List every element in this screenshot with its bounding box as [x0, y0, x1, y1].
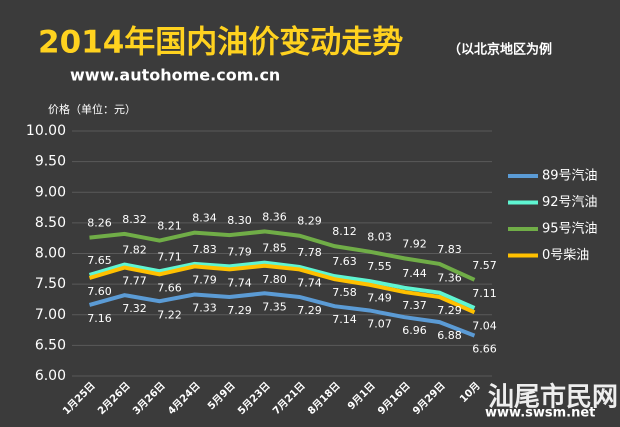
data-label: 7.55 [367, 260, 392, 273]
data-label: 7.85 [262, 242, 287, 255]
line [88, 263, 476, 315]
data-label: 7.29 [227, 304, 252, 317]
data-label: 7.14 [332, 313, 357, 326]
data-label: 7.35 [262, 300, 287, 313]
data-label: 7.80 [262, 273, 287, 286]
data-label: 7.78 [297, 246, 322, 259]
data-label: 7.22 [157, 308, 182, 321]
data-label: 7.92 [402, 237, 427, 250]
data-label: 7.79 [192, 273, 217, 286]
data-label: 8.34 [192, 212, 217, 225]
chart-title: 2014年国内油价变动走势 [38, 25, 403, 61]
data-label: 8.32 [122, 213, 147, 226]
x-tick-label: 5月9日 [205, 380, 237, 412]
data-label: 7.49 [367, 292, 392, 305]
data-label: 7.32 [122, 302, 147, 315]
data-label: 7.60 [87, 285, 112, 298]
y-tick-label: 8.00 [35, 246, 66, 262]
data-label: 8.26 [87, 217, 112, 230]
data-label: 7.77 [122, 275, 147, 288]
data-label: 7.74 [297, 276, 322, 289]
y-tick-label: 6.00 [35, 368, 66, 384]
data-label: 7.44 [402, 267, 427, 280]
data-label: 7.65 [87, 254, 112, 267]
y-tick-label: 9.50 [35, 154, 66, 170]
data-label: 8.29 [297, 215, 322, 228]
legend-label: 92号汽油 [542, 195, 598, 210]
y-tick-label: 6.50 [35, 337, 66, 353]
legend-label: 89号汽油 [542, 169, 598, 184]
data-label: 7.66 [157, 281, 182, 294]
source: www.autohome.com.cn [70, 66, 280, 85]
data-label: 7.16 [87, 312, 112, 325]
y-tick-label: 8.50 [35, 215, 66, 231]
data-label: 8.30 [227, 214, 252, 227]
data-label: 7.74 [227, 276, 252, 289]
data-label: 7.36 [437, 272, 462, 285]
line [88, 260, 476, 310]
data-label: 7.71 [157, 250, 182, 263]
x-tick-label: 10月 [457, 380, 482, 405]
y-tick-label: 7.00 [35, 307, 66, 323]
data-label: 7.83 [437, 243, 462, 256]
x-tick-label: 4月24日 [165, 380, 202, 417]
x-tick-label: 3月26日 [130, 380, 167, 417]
data-label: 7.79 [227, 245, 252, 258]
y-tick-label: 7.50 [35, 276, 66, 292]
data-label: 8.36 [262, 210, 287, 223]
data-label: 7.37 [402, 299, 427, 312]
x-tick-label: 5月23日 [235, 380, 272, 417]
data-label: 7.04 [472, 319, 497, 332]
data-label: 6.66 [472, 343, 497, 356]
watermark: 汕尾市民网 [488, 382, 618, 413]
data-label: 6.88 [437, 329, 462, 342]
legend-label: 0号柴油 [542, 248, 589, 263]
data-label: 6.96 [402, 324, 427, 337]
data-label: 7.82 [122, 244, 147, 257]
data-label: 7.11 [472, 287, 497, 300]
data-label: 7.33 [192, 302, 217, 315]
x-tick-label: 9月29日 [410, 380, 447, 417]
line [89, 229, 476, 282]
data-label: 8.21 [157, 220, 182, 233]
y-tick-label: 9.00 [35, 184, 66, 200]
data-label: 7.63 [332, 255, 357, 268]
data-label: 7.83 [192, 243, 217, 256]
watermark-url: www.swsm.net [485, 406, 595, 421]
x-tick-label: 7月21日 [270, 380, 307, 417]
data-label: 7.29 [297, 304, 322, 317]
y-tick-label: 10.00 [26, 123, 66, 139]
x-tick-label: 8月18日 [305, 380, 342, 417]
data-label: 7.07 [367, 317, 392, 330]
data-label: 7.58 [332, 286, 357, 299]
chart-subtitle: （以北京地区为例 [448, 42, 552, 58]
data-label: 7.57 [472, 259, 497, 272]
legend-label: 95号汽油 [542, 222, 598, 237]
y-axis-label: 价格（单位：元） [48, 102, 136, 116]
x-tick-label: 1月25日 [60, 380, 97, 417]
data-label: 8.12 [332, 225, 357, 238]
data-label: 7.29 [437, 304, 462, 317]
x-tick-label: 9月1日 [345, 380, 377, 412]
x-tick-label: 2月26日 [95, 380, 132, 417]
x-tick-label: 9月16日 [375, 380, 412, 417]
line [88, 291, 476, 338]
data-label: 8.03 [367, 231, 392, 244]
